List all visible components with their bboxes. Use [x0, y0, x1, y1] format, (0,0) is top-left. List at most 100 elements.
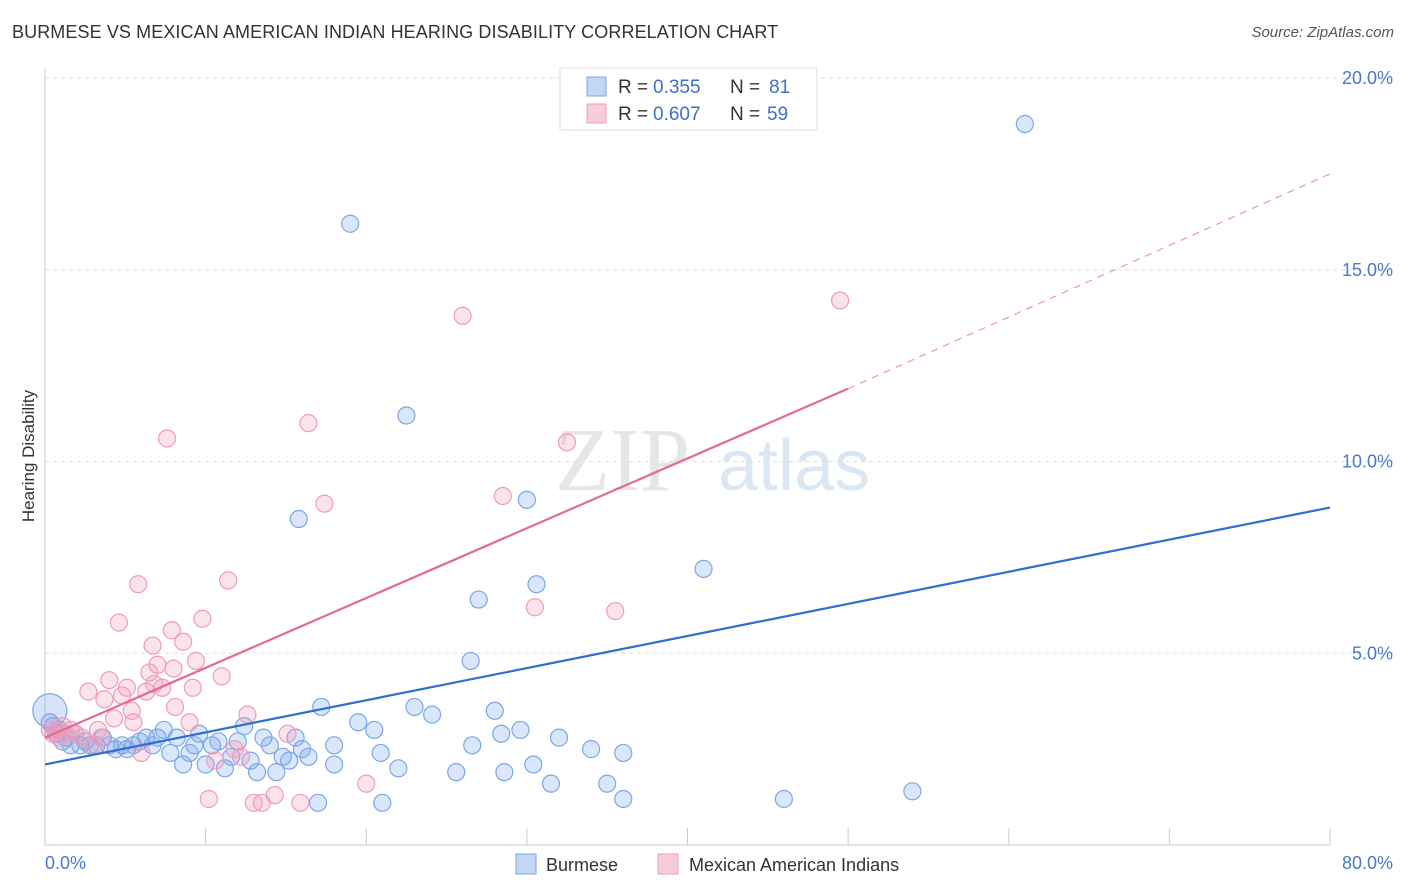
- watermark-atlas: atlas: [718, 426, 870, 506]
- point-burmese-52: [371, 743, 390, 763]
- point-mexican-56: [92, 728, 111, 747]
- point-burmese-29: [196, 755, 215, 774]
- point-mexican-57: [124, 713, 143, 732]
- y-tick-labels: 5.0% 10.0% 15.0% 20.0%: [1342, 68, 1393, 663]
- series-burmese-points: [32, 114, 1034, 812]
- bottom-legend-swatch-mexican-american-indians: [657, 853, 679, 875]
- point-mexican-18: [122, 701, 141, 720]
- legend: R = 0.355 N = 81 R = 0.607 N = 59: [559, 67, 818, 131]
- point-mexican-45: [299, 414, 318, 433]
- point-burmese-59: [469, 590, 488, 609]
- point-burmese-45: [299, 747, 318, 766]
- point-burmese-68: [582, 740, 601, 759]
- point-mexican-43: [278, 724, 297, 743]
- point-burmese-62: [495, 763, 514, 782]
- point-mexican-44: [291, 793, 310, 812]
- point-burmese-78: [397, 406, 416, 425]
- x-tick-label-min: 0.0%: [45, 853, 86, 873]
- point-mexican-48: [453, 306, 472, 325]
- point-burmese-76: [289, 509, 308, 529]
- point-mexican-52: [606, 601, 625, 621]
- point-burmese-60: [485, 701, 504, 720]
- chart-title: BURMESE VS MEXICAN AMERICAN INDIAN HEARI…: [12, 22, 779, 42]
- y-tick-label-15: 15.0%: [1342, 260, 1393, 280]
- point-mexican-29: [174, 632, 193, 651]
- point-burmese-65: [527, 575, 546, 594]
- point-burmese-51: [365, 720, 384, 740]
- x-tick-label-max: 80.0%: [1342, 853, 1393, 873]
- trend-line-mexican-american-indians-extension: [847, 173, 1331, 390]
- point-burmese-53: [373, 793, 392, 812]
- point-mexican-12: [95, 690, 114, 709]
- point-burmese-70: [614, 743, 633, 763]
- legend-n-value-mexican: 59: [767, 104, 788, 125]
- point-burmese-31: [209, 732, 228, 751]
- bottom-legend-label-mexican-american-indians: Mexican American Indians: [689, 855, 899, 875]
- y-axis-label: Hearing Disability: [19, 389, 38, 522]
- point-burmese-79: [461, 651, 480, 671]
- legend-r-label-burmese: R =: [618, 77, 648, 98]
- trend-line-mexican-american-indians: [44, 387, 849, 739]
- watermark-zip: ZIP: [555, 411, 690, 510]
- point-burmese-39: [260, 736, 279, 755]
- point-mexican-51: [557, 433, 577, 452]
- legend-n-value-burmese: 81: [769, 77, 790, 98]
- point-mexican-31: [186, 651, 206, 671]
- point-mexican-34: [206, 751, 225, 770]
- watermark: ZIP atlas: [555, 411, 870, 510]
- point-mexican-46: [315, 494, 334, 513]
- point-mexican-15: [109, 613, 128, 632]
- point-burmese-46: [308, 793, 328, 812]
- y-tick-label-20: 20.0%: [1342, 68, 1393, 88]
- legend-n-label-mexican: N =: [730, 104, 760, 125]
- point-burmese-71: [614, 789, 633, 809]
- grid-lines: [45, 77, 1393, 654]
- point-burmese-56: [423, 705, 442, 724]
- point-burmese-61: [492, 724, 511, 743]
- point-burmese-57: [447, 763, 466, 782]
- point-mexican-42: [265, 786, 284, 805]
- point-burmese-49: [325, 736, 344, 755]
- legend-swatch-mexican-american-indians: [586, 103, 607, 124]
- point-burmese-23: [161, 743, 180, 763]
- point-mexican-13: [100, 670, 119, 690]
- point-burmese-55: [405, 697, 424, 717]
- bottom-legend: Burmese Mexican American Indians: [515, 853, 899, 875]
- point-mexican-14: [104, 709, 124, 728]
- point-mexican-27: [162, 621, 181, 640]
- legend-n-label-burmese: N =: [730, 77, 760, 98]
- series-mexican-american-indians-points: [40, 291, 850, 812]
- point-mexican-17: [117, 678, 137, 697]
- point-mexican-30: [180, 713, 199, 732]
- point-burmese-25: [174, 755, 193, 774]
- point-burmese-63: [511, 720, 530, 740]
- point-burmese-48: [325, 755, 344, 774]
- point-burmese-77: [341, 214, 360, 233]
- point-mexican-58: [164, 659, 183, 678]
- point-burmese-40: [267, 763, 286, 782]
- y-tick-label-10: 10.0%: [1342, 452, 1393, 472]
- point-burmese-58: [463, 736, 482, 755]
- point-mexican-33: [199, 789, 218, 809]
- legend-r-value-burmese: 0.355: [653, 77, 701, 98]
- point-burmese-69: [598, 774, 617, 793]
- point-mexican-35: [212, 667, 231, 686]
- bottom-legend-label-burmese: Burmese: [546, 855, 618, 875]
- source-credit: Source: ZipAtlas.com: [1251, 24, 1394, 41]
- point-burmese-50: [349, 713, 368, 732]
- point-mexican-26: [157, 429, 177, 448]
- point-mexican-28: [166, 697, 185, 717]
- point-mexican-38: [231, 747, 251, 766]
- legend-r-label-mexican: R =: [618, 104, 648, 125]
- point-mexican-32: [193, 609, 212, 628]
- point-mexican-49: [493, 486, 512, 506]
- legend-r-value-mexican: 0.607: [653, 104, 701, 125]
- point-burmese-27: [185, 736, 204, 755]
- point-mexican-50: [525, 598, 545, 617]
- point-burmese-42: [280, 751, 299, 770]
- point-mexican-24: [148, 655, 167, 674]
- legend-swatch-burmese: [586, 76, 607, 97]
- x-axis-ticks: [205, 828, 1331, 845]
- point-burmese-54: [389, 759, 408, 778]
